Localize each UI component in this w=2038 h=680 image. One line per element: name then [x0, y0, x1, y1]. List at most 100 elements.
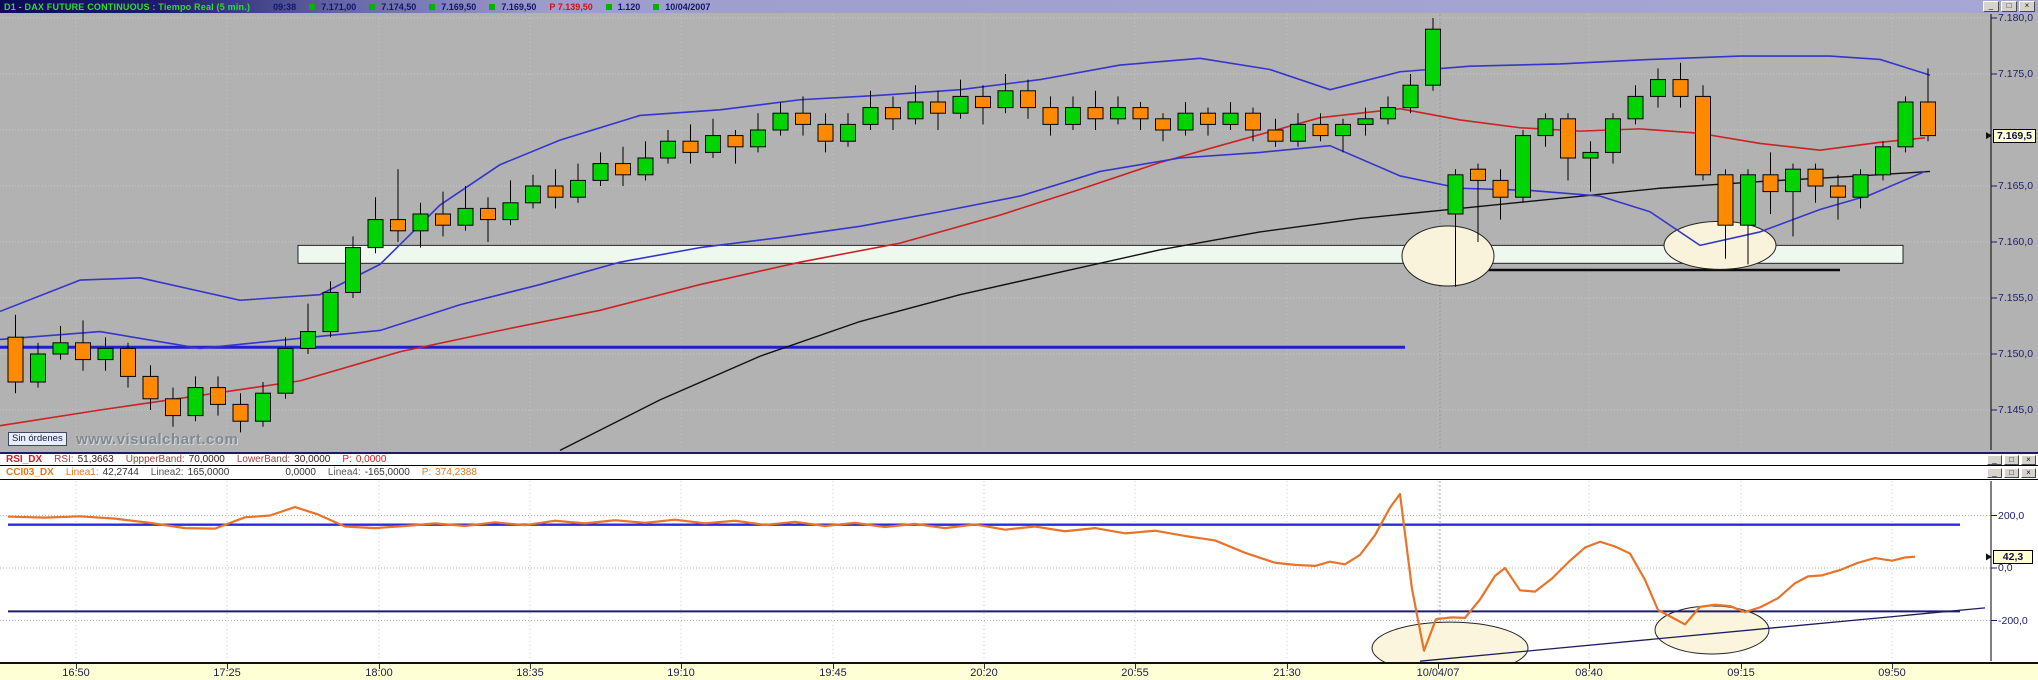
current-price-box: 7.169,5	[1993, 128, 2036, 143]
indicator-field-label: RSI:	[54, 454, 74, 465]
rsi-indicator-values: RSI: 51,3663 UppperBand: 70,0000 LowerBand: 3…	[42, 454, 386, 465]
time-axis[interactable]: 16:50 17:25 18:00 18:35 19:10 19:45 20:20 20:55…	[0, 662, 2038, 680]
quote-value: 09:38	[273, 2, 296, 12]
indicator-field-value: 30,0000	[294, 454, 331, 465]
quote-value: P 7.139,50	[549, 2, 592, 12]
price-axis-label: 7.155,0	[1998, 292, 2034, 304]
indicator-field-value: 51,3663	[77, 454, 114, 465]
indicator-field-label: LowerBand:	[236, 454, 291, 465]
time-axis-label: 09:50	[1878, 667, 1906, 679]
quote-bullet-icon	[309, 3, 316, 10]
cci-current-value-box: 42,3	[1993, 550, 2033, 565]
quote-value: 7.171,00	[309, 2, 356, 12]
indicator-field: RSI: 51,3663	[54, 454, 114, 465]
time-axis-label: 20:20	[970, 667, 998, 679]
price-axis-label: 7.165,0	[1998, 180, 2034, 192]
quote-value-text: 7.171,00	[321, 1, 357, 12]
price-axis-label: 7.145,0	[1998, 404, 2034, 416]
quote-value: 7.169,50	[489, 2, 536, 12]
time-axis-label: 16:50	[62, 667, 90, 679]
time-axis-label: 18:00	[365, 667, 393, 679]
indicator-field-value: -165,0000	[364, 467, 410, 478]
indicator-field: Linea1: 42,2744	[66, 467, 139, 478]
price-axis-label: 7.160,0	[1998, 236, 2034, 248]
time-axis-tick	[76, 664, 77, 669]
quote-value-text: 10/04/2007	[665, 1, 711, 12]
indicator-field-label: UppperBand:	[125, 454, 185, 465]
indicator-field: P: 374,2388	[422, 467, 477, 478]
time-axis-label: 10/04/07	[1416, 667, 1460, 679]
time-axis-label: 08:40	[1575, 667, 1603, 679]
indicator-field: Linea2: 165,0000	[151, 467, 230, 478]
visualchart-watermark: www.visualchart.com	[76, 431, 239, 448]
quote-bullet-icon	[605, 3, 612, 10]
cci-axis[interactable]	[1992, 481, 2038, 661]
cci-axis-label: 0,0	[1998, 562, 2013, 574]
indicator-field: UppperBand: 70,0000	[126, 454, 225, 465]
window-controls: _ □ ×	[1983, 1, 2035, 12]
time-axis-label: 19:45	[819, 667, 847, 679]
rsi-close-button-icon[interactable]: ×	[2021, 454, 2036, 465]
time-axis-tick	[379, 664, 380, 669]
indicator-field-label: P:	[421, 467, 432, 478]
cci-indicator-name: CCI03_DX	[6, 467, 54, 478]
quote-value: 7.174,50	[369, 2, 416, 12]
quote-value-text: 1.120	[617, 1, 641, 12]
indicator-field-label: Linea1:	[65, 467, 99, 478]
time-axis-label: 21:30	[1273, 667, 1301, 679]
rsi-maximize-button-icon[interactable]: □	[2004, 454, 2019, 465]
price-axis-label: 7.180,0	[1998, 12, 2034, 24]
cci-axis-label: 200,0	[1998, 509, 2025, 522]
time-axis-tick	[1892, 664, 1893, 669]
cci-axis-label: -200,0	[1998, 614, 2028, 627]
quote-bullet-icon	[429, 3, 436, 10]
quote-value-text: P 7.139,50	[549, 1, 593, 12]
quote-value-text: 7.174,50	[381, 1, 417, 12]
time-axis-label: 17:25	[213, 667, 241, 679]
cci-maximize-button-icon[interactable]: □	[2004, 467, 2019, 478]
time-axis-tick	[1438, 664, 1439, 669]
indicator-field: P: 0,0000	[342, 454, 386, 465]
quote-values: 09:38 7.171,00 7.174,50 7.169,50 7.169,50 P 7…	[260, 2, 710, 12]
current-price-value: 7.169,5	[1996, 129, 2033, 142]
time-axis-tick	[1135, 664, 1136, 669]
cci-panel-controls: _ □ ×	[1987, 467, 2036, 478]
quote-value-text: 7.169,50	[441, 1, 477, 12]
indicator-field-value: 0,0000	[355, 454, 387, 465]
price-axis[interactable]	[1992, 14, 2038, 450]
cci-indicator-header[interactable]: CCI03_DX Linea1: 42,2744 Linea2: 165,0000 0,…	[0, 466, 2038, 480]
indicator-field: Linea4: -165,0000	[328, 467, 410, 478]
close-button-icon[interactable]: ×	[2019, 1, 2035, 12]
indicator-field: 0,0000	[285, 467, 316, 478]
time-axis-label: 09:15	[1727, 667, 1755, 679]
indicator-field-value: 42,2744	[102, 467, 139, 478]
rsi-indicator-header[interactable]: RSI_DX RSI: 51,3663 UppperBand: 70,0000 Lowe…	[0, 452, 2038, 466]
time-axis-tick	[984, 664, 985, 669]
cci-close-button-icon[interactable]: ×	[2021, 467, 2036, 478]
time-axis-label: 18:35	[516, 667, 544, 679]
rsi-minimize-button-icon[interactable]: _	[1987, 454, 2002, 465]
indicator-field-label: Linea2:	[150, 467, 184, 478]
time-axis-tick	[530, 664, 531, 669]
cci-chart-plot[interactable]	[0, 481, 1991, 661]
price-chart-plot[interactable]	[0, 14, 1991, 450]
minimize-button-icon[interactable]: _	[1983, 1, 1999, 12]
price-axis-label: 7.150,0	[1998, 348, 2034, 360]
orders-status-badge: Sin órdenes	[8, 432, 67, 446]
rsi-panel-controls: _ □ ×	[1987, 454, 2036, 465]
indicator-field-value: 70,0000	[188, 454, 225, 465]
quote-value-text: 09:38	[273, 1, 297, 12]
maximize-button-icon[interactable]: □	[2001, 1, 2017, 12]
time-axis-tick	[681, 664, 682, 669]
indicator-field-label: P:	[342, 454, 352, 465]
quote-bullet-icon	[489, 3, 496, 10]
time-axis-tick	[1589, 664, 1590, 669]
time-axis-tick	[833, 664, 834, 669]
time-axis-tick	[227, 664, 228, 669]
cci-minimize-button-icon[interactable]: _	[1987, 467, 2002, 478]
chart-window-titlebar[interactable]: D1 - DAX FUTURE CONTINUOUS : Tiempo Real…	[0, 0, 2038, 13]
indicator-field-value: 374,2388	[435, 467, 477, 478]
price-axis-label: 7.175,0	[1998, 68, 2034, 80]
chart-window-title: D1 - DAX FUTURE CONTINUOUS : Tiempo Real…	[4, 1, 251, 12]
